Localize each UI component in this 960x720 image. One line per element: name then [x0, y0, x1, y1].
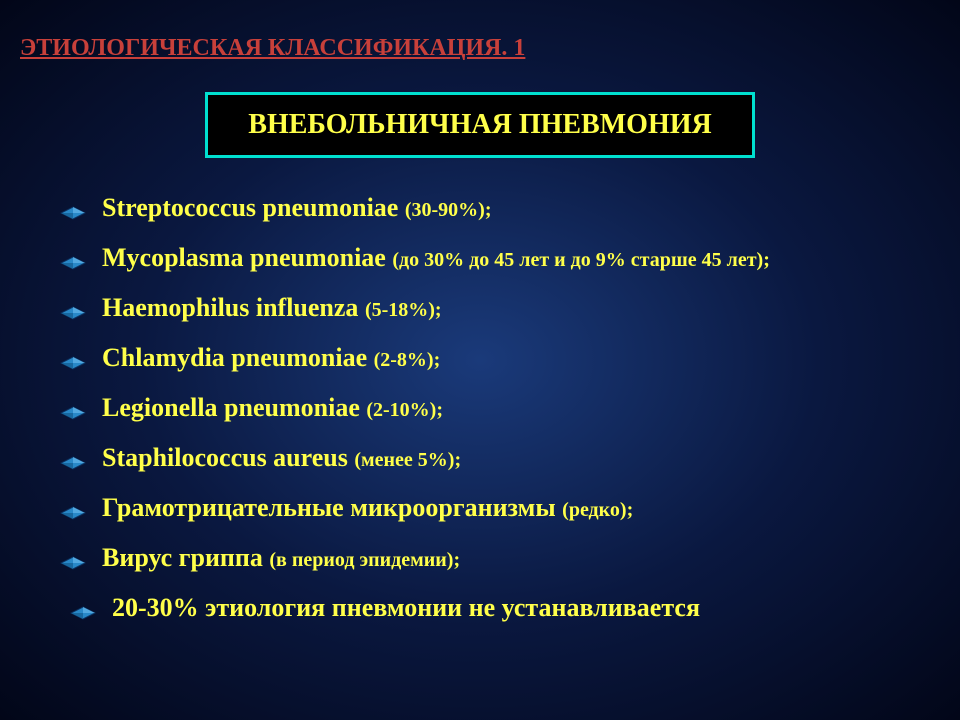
list-item: Вирус гриппа (в период эпидемии); — [60, 543, 945, 573]
list-item-text: Streptococcus pneumoniae (30-90%); — [102, 193, 492, 223]
diamond-bullet-icon — [60, 356, 86, 370]
list-item-text: Chlamydia pneumoniae (2-8%); — [102, 343, 440, 373]
diamond-bullet-icon — [60, 506, 86, 520]
diamond-bullet-icon — [60, 206, 86, 220]
diamond-bullet-icon — [60, 256, 86, 270]
slide-container: ЭТИОЛОГИЧЕСКАЯ КЛАССИФИКАЦИЯ. 1 ВНЕБОЛЬН… — [0, 0, 960, 720]
diamond-bullet-icon — [60, 406, 86, 420]
list-item-text: Staphilococcus aureus (менее 5%); — [102, 443, 461, 473]
diamond-bullet-icon — [70, 606, 96, 620]
list-item-text: Mycoplasma pneumoniae (до 30% до 45 лет … — [102, 243, 770, 273]
list-item: Грамотрицательные микроорганизмы (редко)… — [60, 493, 945, 523]
diamond-bullet-icon — [60, 556, 86, 570]
list-item-text: Haemophilus influenza (5-18%); — [102, 293, 442, 323]
etiology-list: Streptococcus pneumoniae (30-90%); Mycop… — [15, 193, 945, 623]
list-item: Mycoplasma pneumoniae (до 30% до 45 лет … — [60, 243, 945, 273]
list-item: Legionella pneumoniae (2-10%); — [60, 393, 945, 423]
list-item: 20-30% этиология пневмонии не устанавлив… — [70, 593, 945, 623]
list-item: Staphilococcus aureus (менее 5%); — [60, 443, 945, 473]
list-item-text: Вирус гриппа (в период эпидемии); — [102, 543, 460, 573]
header-title: ЭТИОЛОГИЧЕСКАЯ КЛАССИФИКАЦИЯ. 1 — [20, 35, 945, 62]
subtitle-text: ВНЕБОЛЬНИЧНАЯ ПНЕВМОНИЯ — [248, 109, 711, 141]
list-item-text: Legionella pneumoniae (2-10%); — [102, 393, 443, 423]
diamond-bullet-icon — [60, 306, 86, 320]
list-item: Streptococcus pneumoniae (30-90%); — [60, 193, 945, 223]
list-item: Chlamydia pneumoniae (2-8%); — [60, 343, 945, 373]
list-item-text: Грамотрицательные микроорганизмы (редко)… — [102, 493, 633, 523]
diamond-bullet-icon — [60, 456, 86, 470]
list-item-text: 20-30% этиология пневмонии не устанавлив… — [112, 593, 700, 623]
list-item: Haemophilus influenza (5-18%); — [60, 293, 945, 323]
subtitle-box: ВНЕБОЛЬНИЧНАЯ ПНЕВМОНИЯ — [205, 92, 754, 158]
